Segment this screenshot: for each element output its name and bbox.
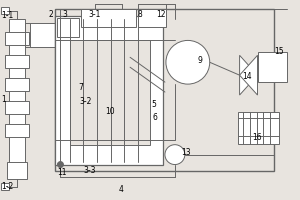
Text: 7: 7 (78, 83, 83, 92)
Polygon shape (240, 55, 257, 95)
Text: 16: 16 (253, 133, 262, 142)
Bar (138, 9, 166, 27)
Text: 1-1: 1-1 (2, 11, 14, 20)
Text: 12: 12 (156, 10, 166, 19)
Text: 2: 2 (49, 10, 53, 19)
Bar (56, 9, 274, 171)
Bar (257, 52, 287, 82)
Bar (56, 16, 163, 165)
Text: 3-1: 3-1 (88, 10, 101, 19)
Bar (238, 112, 279, 144)
Text: 6: 6 (153, 113, 158, 122)
Circle shape (57, 162, 63, 168)
Polygon shape (240, 55, 257, 95)
Text: 15: 15 (274, 47, 284, 56)
Text: 10: 10 (105, 107, 115, 116)
Text: 9: 9 (198, 56, 203, 65)
Text: 11: 11 (57, 168, 67, 177)
Bar (5, 124, 28, 137)
Bar (1, 183, 9, 190)
Bar (57, 18, 79, 37)
Text: 1-2: 1-2 (2, 182, 14, 191)
Text: 4: 4 (118, 185, 123, 194)
Bar (5, 32, 28, 45)
Text: 3: 3 (62, 10, 67, 19)
Text: 3-3: 3-3 (83, 166, 96, 175)
Bar (81, 9, 136, 27)
Bar (70, 40, 150, 145)
Bar (5, 78, 28, 91)
Text: 13: 13 (181, 148, 190, 157)
Text: 1: 1 (2, 95, 6, 104)
Bar (5, 55, 28, 68)
Bar (5, 101, 28, 114)
Bar (9, 19, 25, 166)
Text: 3-2: 3-2 (79, 97, 92, 106)
Text: 8: 8 (137, 10, 142, 19)
Bar (7, 162, 27, 179)
Text: 14: 14 (243, 72, 252, 81)
Bar (30, 23, 56, 47)
Circle shape (166, 40, 210, 84)
Bar (1, 7, 9, 14)
Circle shape (165, 145, 185, 165)
Text: 5: 5 (151, 100, 156, 109)
